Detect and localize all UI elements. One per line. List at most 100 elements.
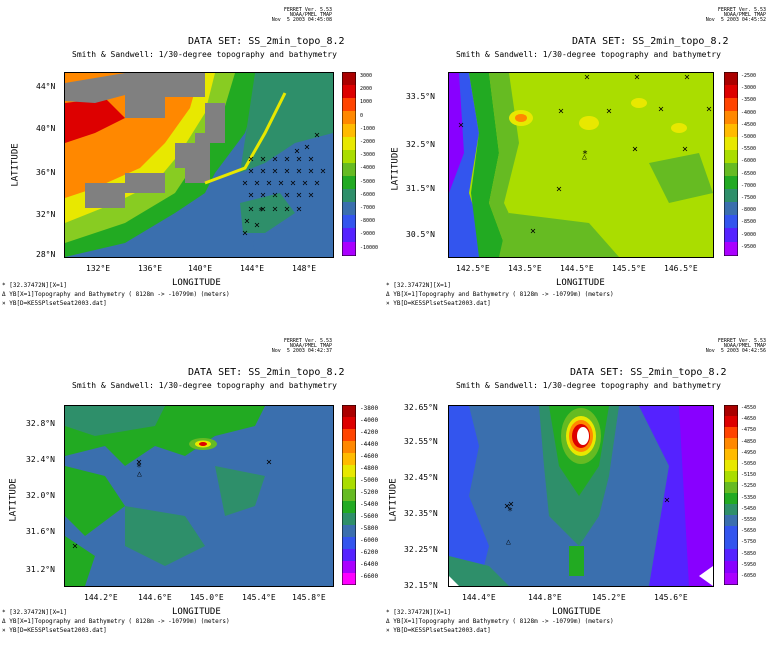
topography-map: * △ [65, 406, 333, 586]
x-tick: 145.0°E [190, 593, 224, 602]
legend-line: Δ YB[X=1]Topography and Bathymetry ( 812… [2, 618, 230, 625]
x-tick: 140°E [188, 264, 213, 273]
x-axis-label: LONGITUDE [172, 278, 221, 288]
x-tick: 145.5°E [612, 264, 646, 273]
plot-area: * [64, 72, 334, 258]
colorbar [723, 404, 739, 586]
legend-line: × YB[D=KE5SPlset5eat2003.dat] [2, 300, 107, 307]
y-axis-label: LATITUDE [388, 478, 399, 522]
ferret-meta: FERRET Ver. 5.53 NOAA/PMEL TMAP Nov 5 20… [705, 338, 766, 354]
x-tick: 144.2°E [84, 593, 118, 602]
y-tick: 32.4°N [26, 455, 55, 464]
y-tick: 40°N [36, 124, 56, 133]
panel-3: FERRET Ver. 5.53 NOAA/PMEL TMAP Nov 5 20… [0, 331, 384, 662]
x-tick: 142.5°E [456, 264, 490, 273]
ferret-meta: FERRET Ver. 5.53 NOAA/PMEL TMAP Nov 5 20… [271, 338, 332, 354]
ferret-meta: FERRET Ver. 5.53 NOAA/PMEL TMAP Nov 5 20… [271, 7, 332, 23]
x-tick: 143.5°E [508, 264, 542, 273]
chart-subtitle: Smith & Sandwell: 1/30-degree topography… [456, 381, 721, 390]
legend-line: × YB[D=KE5SPlset5eat2003.dat] [386, 300, 491, 307]
y-tick: 32.35°N [404, 509, 438, 518]
x-tick: 144.6°E [138, 593, 172, 602]
legend-line: * [32.37472N][X=1] [2, 282, 68, 289]
x-tick: 146.5°E [664, 264, 698, 273]
legend-line: × YB[D=KE5SPlset5eat2003.dat] [2, 627, 107, 634]
plot-area: △ * [448, 405, 714, 587]
y-tick: 32°N [36, 210, 56, 219]
star-marker: * [582, 149, 588, 160]
chart-subtitle: Smith & Sandwell: 1/30-degree topography… [72, 381, 337, 390]
legend-line: × YB[D=KE5SPlset5eat2003.dat] [386, 627, 491, 634]
x-tick: 136°E [138, 264, 163, 273]
y-tick: 33.5°N [406, 92, 435, 101]
chart-subtitle: Smith & Sandwell: 1/30-degree topography… [72, 50, 337, 59]
cross-markers [72, 459, 272, 549]
y-tick: 44°N [36, 82, 56, 91]
legend-line: Δ YB[X=1]Topography and Bathymetry ( 812… [2, 291, 230, 298]
triangle-marker: △ [582, 152, 587, 161]
y-tick: 32.45°N [404, 473, 438, 482]
chart-title: DATA SET: SS_2min_topo_8.2 [188, 36, 345, 47]
plot-area: * △ [64, 405, 334, 587]
legend-line: * [32.37472N][X=1] [2, 609, 68, 616]
star-marker: * [507, 506, 513, 517]
triangle-marker: △ [137, 469, 142, 478]
x-axis-label: LONGITUDE [552, 607, 601, 617]
y-tick: 36°N [36, 168, 56, 177]
x-tick: 144.5°E [560, 264, 594, 273]
colorbar [341, 71, 357, 257]
cross-markers [504, 497, 670, 509]
legend-line: Δ YB[X=1]Topography and Bathymetry ( 812… [386, 618, 614, 625]
legend-line: Δ YB[X=1]Topography and Bathymetry ( 812… [386, 291, 614, 298]
y-tick: 32.15°N [404, 581, 438, 590]
chart-title: DATA SET: SS_2min_topo_8.2 [188, 367, 345, 378]
x-axis-label: LONGITUDE [556, 278, 605, 288]
x-tick: 145.8°E [292, 593, 326, 602]
legend-line: * [32.37472N][X=1] [386, 282, 452, 289]
panel-4: FERRET Ver. 5.53 NOAA/PMEL TMAP Nov 5 20… [384, 331, 768, 662]
y-tick: 32.55°N [404, 437, 438, 446]
x-tick: 132°E [86, 264, 111, 273]
colorbar-labels: -4550 -4650 -4750 -4850 -4950 -5050 -5150 -52… [741, 405, 757, 580]
colorbar [723, 71, 739, 257]
x-tick: 144.8°E [528, 593, 562, 602]
chart-title: DATA SET: SS_2min_topo_8.2 [570, 367, 727, 378]
cross-markers [242, 132, 326, 236]
plot-area: * △ [448, 72, 714, 258]
chart-subtitle: Smith & Sandwell: 1/30-degree topography… [456, 50, 721, 59]
panel-2: FERRET Ver. 5.53 NOAA/PMEL TMAP Nov 5 20… [384, 0, 768, 331]
y-tick: 32.0°N [26, 491, 55, 500]
chart-title: DATA SET: SS_2min_topo_8.2 [572, 36, 729, 47]
ferret-meta: FERRET Ver. 5.53 NOAA/PMEL TMAP Nov 5 20… [705, 7, 766, 23]
x-tick: 144.4°E [462, 593, 496, 602]
y-tick: 32.65°N [404, 403, 438, 412]
legend-line: * [32.37472N][X=1] [386, 609, 452, 616]
x-tick: 145.2°E [592, 593, 626, 602]
colorbar [341, 404, 357, 586]
triangle-marker: △ [506, 537, 511, 546]
y-tick: 31.6°N [26, 527, 55, 536]
topography-map: △ * [449, 406, 713, 586]
topography-map: * [65, 73, 333, 257]
y-tick: 30.5°N [406, 230, 435, 239]
topography-map: * △ [449, 73, 713, 257]
x-tick: 144°E [240, 264, 265, 273]
colorbar-labels: -3800 -4000 -4200 -4400 -4600 -4800 -5000 -52… [360, 405, 379, 580]
colorbar-labels: 3000 2000 1000 0 -1000 -2000 -3000 -4000 -5000… [360, 73, 379, 251]
y-tick: 31.5°N [406, 184, 435, 193]
x-tick: 145.4°E [242, 593, 276, 602]
star-marker: * [136, 462, 142, 473]
y-tick: 31.2°N [26, 565, 55, 574]
star-marker: * [258, 206, 264, 217]
y-axis-label: LATITUDE [8, 478, 19, 522]
y-tick: 32.25°N [404, 545, 438, 554]
cross-markers [458, 74, 712, 234]
y-tick: 32.8°N [26, 419, 55, 428]
y-axis-label: LATITUDE [10, 143, 21, 187]
y-tick: 32.5°N [406, 140, 435, 149]
x-tick: 148°E [292, 264, 317, 273]
panel-1: FERRET Ver. 5.53 NOAA/PMEL TMAP Nov 5 20… [0, 0, 384, 331]
x-axis-label: LONGITUDE [172, 607, 221, 617]
y-axis-label: LATITUDE [390, 147, 401, 191]
colorbar-labels: -2500 -3000 -3500 -4000 -4500 -5000 -5500 -60… [741, 73, 757, 250]
